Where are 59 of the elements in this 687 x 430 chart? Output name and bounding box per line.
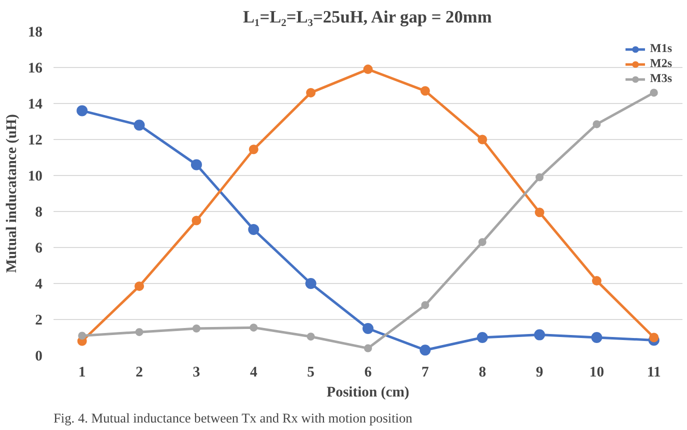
y-axis-title: Mutual inducatance (uH) bbox=[4, 114, 20, 273]
y-tick-label: 2 bbox=[35, 312, 42, 328]
x-tick-label: 9 bbox=[536, 364, 544, 380]
x-tick-label: 11 bbox=[646, 364, 661, 380]
point bbox=[306, 332, 315, 341]
legend-label: M1s bbox=[650, 41, 672, 56]
point bbox=[192, 324, 200, 332]
point bbox=[134, 120, 145, 131]
x-axis-title: Position (cm) bbox=[326, 384, 410, 400]
point bbox=[476, 332, 488, 343]
point bbox=[190, 159, 202, 170]
x-tick-label: 10 bbox=[589, 364, 604, 380]
point bbox=[364, 344, 372, 352]
y-tick-label: 0 bbox=[35, 348, 42, 364]
x-tick-label: 8 bbox=[478, 364, 486, 380]
x-tick-label: 1 bbox=[78, 364, 86, 380]
point bbox=[478, 238, 486, 246]
point bbox=[363, 64, 373, 74]
point bbox=[536, 173, 544, 182]
point bbox=[592, 120, 601, 128]
point bbox=[420, 86, 430, 96]
x-tick-label: 2 bbox=[136, 364, 143, 380]
point bbox=[591, 332, 602, 343]
y-tick-label: 4 bbox=[35, 276, 44, 292]
y-tick-label: 12 bbox=[28, 132, 42, 148]
point bbox=[649, 332, 659, 342]
chart-title: L₁=L₂=L₃=25uH, Air gap = 20mm bbox=[242, 8, 492, 26]
x-tick-label: 5 bbox=[307, 364, 314, 380]
point bbox=[135, 328, 144, 336]
point bbox=[592, 276, 602, 286]
x-tick-label: 4 bbox=[250, 364, 258, 380]
legend-label: M2s bbox=[650, 56, 672, 71]
x-tick-label: 7 bbox=[422, 364, 429, 380]
point bbox=[650, 88, 658, 97]
point bbox=[248, 144, 258, 154]
point bbox=[420, 344, 431, 356]
y-tick-label: 18 bbox=[28, 24, 42, 40]
point bbox=[78, 332, 86, 340]
point bbox=[305, 278, 316, 289]
point bbox=[248, 224, 260, 235]
y-tick-label: 8 bbox=[35, 204, 42, 220]
y-tick-label: 16 bbox=[28, 60, 42, 76]
y-tick-label: 10 bbox=[28, 168, 42, 184]
x-tick-label: 3 bbox=[192, 364, 200, 380]
point bbox=[76, 105, 88, 116]
point bbox=[192, 216, 202, 226]
legend-label: M3s bbox=[650, 71, 672, 86]
x-tick-label: 6 bbox=[364, 364, 372, 380]
caption: Fig. 4. Mutual inductance between Tx and Rx with motion position bbox=[54, 410, 413, 426]
y-tick-label: 6 bbox=[35, 240, 42, 256]
point bbox=[306, 88, 316, 98]
point bbox=[534, 329, 546, 340]
point bbox=[362, 323, 374, 334]
point bbox=[250, 324, 258, 332]
y-tick-label: 14 bbox=[28, 96, 44, 112]
point bbox=[421, 301, 430, 310]
point bbox=[134, 281, 144, 291]
point bbox=[478, 134, 488, 144]
point bbox=[534, 208, 544, 218]
